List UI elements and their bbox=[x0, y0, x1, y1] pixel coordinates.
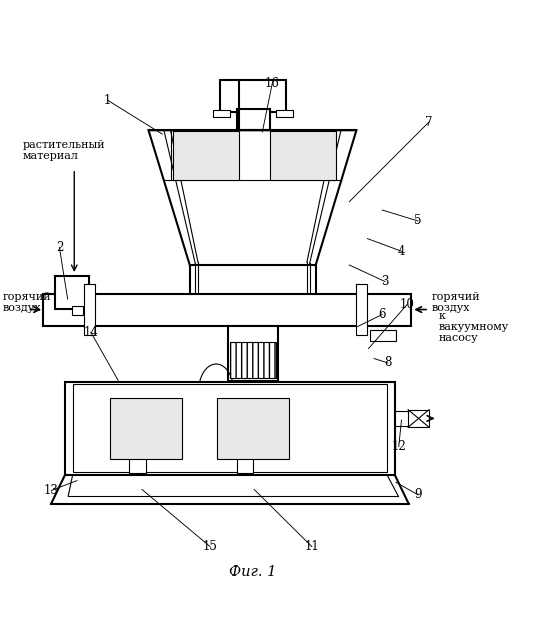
Text: 4: 4 bbox=[398, 244, 405, 258]
Bar bbox=[395, 412, 416, 426]
Text: 5: 5 bbox=[414, 214, 422, 227]
Text: 3: 3 bbox=[381, 275, 389, 288]
Bar bbox=[110, 398, 182, 459]
Bar bbox=[408, 410, 429, 428]
Text: воздух: воздух bbox=[3, 303, 41, 313]
Bar bbox=[72, 307, 82, 314]
Text: горячий: горячий bbox=[3, 292, 51, 302]
Bar bbox=[217, 398, 289, 459]
Text: 15: 15 bbox=[202, 540, 218, 553]
Bar bbox=[129, 458, 146, 473]
Text: материал: материал bbox=[23, 151, 79, 161]
Bar bbox=[220, 80, 286, 112]
Bar bbox=[65, 381, 395, 475]
Bar bbox=[270, 131, 336, 180]
Bar bbox=[370, 330, 396, 341]
Bar bbox=[236, 109, 270, 131]
Text: 16: 16 bbox=[265, 77, 280, 90]
Bar bbox=[356, 284, 367, 335]
Text: 8: 8 bbox=[384, 356, 392, 369]
Text: 11: 11 bbox=[305, 540, 319, 553]
Polygon shape bbox=[148, 131, 356, 265]
Text: 12: 12 bbox=[392, 440, 406, 453]
Text: 6: 6 bbox=[378, 308, 386, 321]
Text: вакуумному: вакуумному bbox=[439, 321, 509, 332]
Bar bbox=[213, 110, 230, 116]
Bar bbox=[84, 284, 95, 335]
Bar bbox=[173, 131, 239, 180]
Bar bbox=[228, 326, 278, 381]
Text: воздух: воздух bbox=[432, 303, 470, 313]
Text: 9: 9 bbox=[414, 488, 422, 501]
Text: горячий: горячий bbox=[432, 292, 480, 302]
Text: 2: 2 bbox=[56, 241, 63, 254]
Bar bbox=[276, 110, 293, 116]
Bar bbox=[73, 385, 387, 472]
Text: растительный: растительный bbox=[23, 140, 106, 150]
Text: к: к bbox=[439, 310, 446, 321]
Text: насосу: насосу bbox=[439, 333, 478, 342]
Text: 13: 13 bbox=[43, 484, 59, 497]
Bar bbox=[230, 342, 276, 378]
Text: 7: 7 bbox=[425, 115, 433, 129]
Text: 10: 10 bbox=[399, 298, 415, 311]
Bar bbox=[55, 276, 89, 309]
Text: 1: 1 bbox=[103, 93, 111, 106]
Bar bbox=[236, 458, 253, 473]
Text: Фиг. 1: Фиг. 1 bbox=[229, 565, 277, 579]
Bar bbox=[43, 294, 411, 326]
Text: 14: 14 bbox=[83, 326, 98, 339]
